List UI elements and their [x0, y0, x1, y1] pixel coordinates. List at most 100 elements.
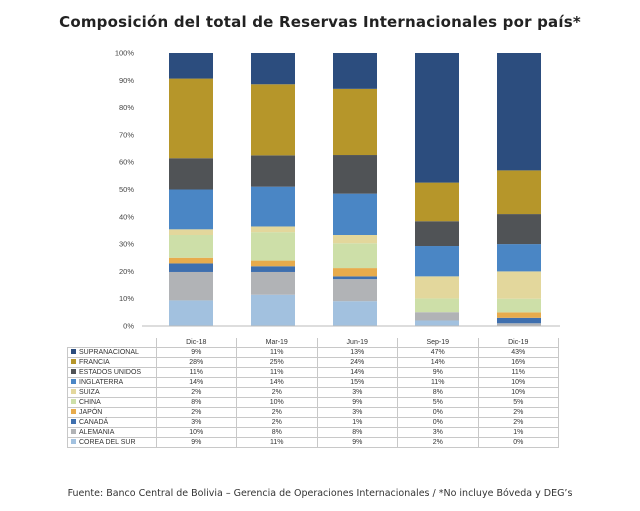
data-label: 9%: [316, 437, 398, 448]
bar-segment: [497, 170, 541, 215]
bar-segment: [251, 260, 295, 267]
data-table: Dic-18 Mar-19 Jun-19 Sep-19 Dic-19 SUPRANACIO…: [67, 338, 559, 448]
bar-segment: [497, 323, 541, 326]
data-label: 10%: [155, 427, 237, 438]
table-row: CANADÁ 3% 2% 1% 0% 2%: [67, 417, 559, 428]
table-row: ALEMANIA 10% 8% 8% 3% 1%: [67, 427, 559, 438]
series-name: ESTADOS UNIDOS: [79, 369, 142, 376]
data-label: 10%: [236, 397, 318, 408]
data-label: 24%: [316, 357, 398, 368]
bar-segment: [169, 78, 213, 159]
table-corner: [68, 338, 157, 348]
series-name: CANADÁ: [79, 419, 109, 426]
series-name: CHINA: [79, 399, 101, 406]
legend-entry: ESTADOS UNIDOS: [67, 367, 157, 378]
table-row: SUPRANACIONAL 9% 11% 13% 47% 43%: [67, 347, 559, 358]
legend-swatch: [71, 358, 76, 364]
data-label: 0%: [477, 437, 559, 448]
bar-segment: [333, 301, 377, 326]
data-label: 0%: [397, 407, 479, 418]
series-name: JAPÓN: [79, 409, 103, 416]
stacked-bar-chart: 0% 10% 20% 30% 40% 50% 60% 70% 80% 90% 100%: [115, 49, 560, 331]
bar-segment: [169, 235, 213, 258]
series-name: ALEMANIA: [79, 429, 115, 436]
data-label: 2%: [477, 407, 559, 418]
series-name: INGLATERRA: [79, 379, 124, 386]
data-label: 14%: [155, 377, 237, 388]
bar-segment: [251, 232, 295, 261]
bar-segment: [333, 268, 377, 277]
data-label: 9%: [155, 347, 237, 358]
bar-segment: [415, 246, 459, 277]
bar-segment: [169, 53, 213, 79]
data-label: 11%: [397, 377, 479, 388]
bar-segment: [497, 317, 541, 324]
data-label: 5%: [397, 397, 479, 408]
bar-segment: [169, 257, 213, 264]
legend-swatch: [71, 388, 76, 394]
data-label: 47%: [397, 347, 479, 358]
data-label: 10%: [477, 387, 559, 398]
data-label: 2%: [236, 387, 318, 398]
data-label: 2%: [155, 387, 237, 398]
data-label: 14%: [236, 377, 318, 388]
x-tick-label: Jun-19: [316, 338, 398, 348]
y-tick-label: 100%: [115, 49, 135, 58]
y-tick-label: 60%: [119, 158, 134, 167]
data-label: 11%: [236, 367, 318, 378]
legend-entry: CANADÁ: [67, 417, 157, 428]
data-label: 9%: [316, 397, 398, 408]
data-label: 28%: [155, 357, 237, 368]
table-row: JAPÓN 2% 2% 3% 0% 2%: [67, 407, 559, 418]
bar-segment: [333, 276, 377, 280]
bar-segment: [497, 271, 541, 299]
x-tick-label: Mar-19: [236, 338, 318, 348]
legend-swatch: [71, 418, 76, 424]
legend-entry: SUIZA: [67, 387, 157, 398]
data-label: 2%: [477, 417, 559, 428]
data-label: 1%: [477, 427, 559, 438]
legend-entry: JAPÓN: [67, 407, 157, 418]
bar-segment: [169, 158, 213, 190]
bar-segment: [415, 276, 459, 299]
table-row: INGLATERRA 14% 14% 15% 11% 10%: [67, 377, 559, 388]
data-label: 3%: [316, 387, 398, 398]
bar-segment: [251, 84, 295, 156]
bar-segment: [415, 53, 459, 183]
bar-segment: [497, 244, 541, 272]
bar-segment: [415, 182, 459, 222]
y-tick-label: 40%: [119, 212, 134, 221]
data-label: 25%: [236, 357, 318, 368]
bar-segment: [333, 155, 377, 194]
bar-segment: [333, 53, 377, 89]
bar-segment: [333, 279, 377, 302]
data-label: 3%: [155, 417, 237, 428]
bar-segment: [251, 294, 295, 326]
bar-segment: [333, 88, 377, 156]
legend-swatch: [71, 398, 76, 404]
data-label: 8%: [155, 397, 237, 408]
y-tick-label: 0%: [123, 322, 134, 331]
data-label: 16%: [477, 357, 559, 368]
series-name: SUPRANACIONAL: [79, 349, 139, 356]
y-tick-label: 50%: [119, 185, 134, 194]
table-row: ESTADOS UNIDOS 11% 11% 14% 9% 11%: [67, 367, 559, 378]
x-tick-label: Dic-19: [477, 338, 559, 348]
table-row: SUIZA 2% 2% 3% 8% 10%: [67, 387, 559, 398]
data-label: 3%: [316, 407, 398, 418]
legend-entry: SUPRANACIONAL: [67, 347, 157, 358]
legend-entry: ALEMANIA: [67, 427, 157, 438]
data-label: 8%: [236, 427, 318, 438]
bar-segment: [497, 214, 541, 245]
data-label: 11%: [155, 367, 237, 378]
bar-segment: [169, 271, 213, 301]
bar-segment: [497, 298, 541, 313]
table-row: COREA DEL SUR 9% 11% 9% 2% 0%: [67, 437, 559, 448]
bar-segment: [251, 155, 295, 187]
data-label: 1%: [316, 417, 398, 428]
data-label: 14%: [397, 357, 479, 368]
bar-segment: [169, 189, 213, 230]
y-tick-label: 90%: [119, 76, 134, 85]
legend-swatch: [71, 378, 76, 384]
bar-segment: [169, 229, 213, 235]
